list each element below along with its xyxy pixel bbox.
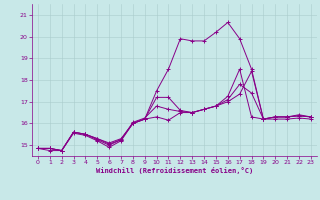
X-axis label: Windchill (Refroidissement éolien,°C): Windchill (Refroidissement éolien,°C) [96,167,253,174]
